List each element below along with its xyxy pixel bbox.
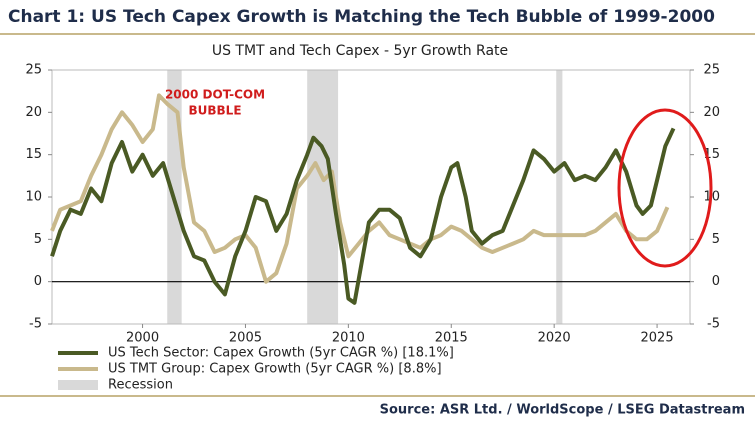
y-tick-label: 20	[25, 105, 42, 120]
x-tick-label: 2020	[538, 331, 571, 346]
y-tick-label: 10	[25, 190, 42, 205]
legend-label: US TMT Group: Capex Growth (5yr CAGR %) …	[108, 362, 442, 377]
x-tick-label: 2005	[229, 331, 262, 346]
y-tick-label: 25	[25, 63, 42, 78]
y2-tick-label: 5	[712, 232, 720, 247]
legend-label: Recession	[108, 378, 173, 393]
y-tick-label: 5	[34, 232, 42, 247]
x-tick-label: 2015	[435, 331, 468, 346]
annotation: 2000 DOT-COM	[165, 88, 265, 102]
series-line	[50, 127, 676, 305]
plot-frame	[51, 69, 691, 325]
y2-tick-label: 20	[703, 105, 720, 120]
chart-header: Chart 1: US Tech Capex Growth is Matchin…	[8, 7, 715, 27]
y-tick-label: 0	[34, 274, 42, 289]
x-tick-label: 2025	[641, 331, 674, 346]
y-tick-label: 15	[25, 147, 42, 162]
y2-tick-label: -5	[707, 317, 720, 332]
x-tick-label: 2010	[332, 331, 365, 346]
chart-title: US TMT and Tech Capex - 5yr Growth Rate	[212, 43, 508, 59]
x-tick-label: 2000	[126, 331, 159, 346]
y2-tick-label: 25	[703, 63, 720, 78]
legend-swatch	[58, 380, 98, 390]
legend-label: US Tech Sector: Capex Growth (5yr CAGR %…	[108, 346, 454, 361]
y-tick-label: -5	[29, 317, 42, 332]
highlight-ellipse	[617, 108, 713, 268]
source: Source: ASR Ltd. / WorldScope / LSEG Dat…	[380, 403, 745, 418]
annotation: BUBBLE	[188, 104, 241, 118]
y2-tick-label: 0	[712, 274, 720, 289]
series-line	[50, 93, 670, 284]
recession-band	[556, 70, 563, 324]
